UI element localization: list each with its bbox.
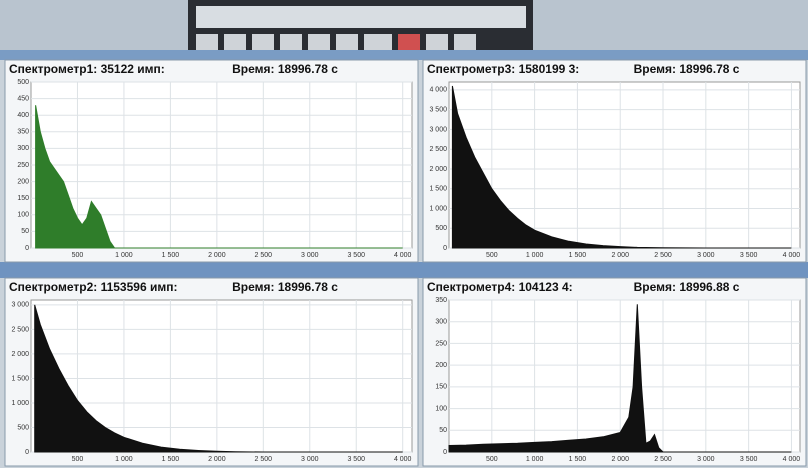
button[interactable] xyxy=(364,34,392,50)
y-tick-label: 500 xyxy=(17,424,29,431)
x-tick-label: 500 xyxy=(486,252,498,259)
x-tick-label: 3 000 xyxy=(301,456,319,463)
button[interactable] xyxy=(224,34,246,50)
x-tick-label: 1 000 xyxy=(526,252,544,259)
x-tick-label: 4 000 xyxy=(783,252,801,259)
y-tick-label: 0 xyxy=(443,449,447,456)
button[interactable] xyxy=(280,34,302,50)
x-tick-label: 1 500 xyxy=(569,252,587,259)
y-tick-label: 400 xyxy=(17,112,29,119)
x-tick-label: 4 000 xyxy=(394,456,412,463)
window-bar xyxy=(0,262,808,278)
y-tick-label: 450 xyxy=(17,95,29,102)
x-tick-label: 3 500 xyxy=(347,456,365,463)
spectrum-title: Спектрометр4: 104123 4: xyxy=(427,280,573,294)
spectrum-title: Спектрометр1: 35122 имп: xyxy=(9,62,165,76)
y-tick-label: 150 xyxy=(435,384,447,391)
y-tick-label: 1 500 xyxy=(11,375,29,382)
y-tick-label: 2 500 xyxy=(11,326,29,333)
button[interactable] xyxy=(454,34,476,50)
x-tick-label: 2 000 xyxy=(208,252,226,259)
y-tick-label: 0 xyxy=(443,245,447,252)
x-tick-label: 3 000 xyxy=(301,252,319,259)
y-tick-label: 200 xyxy=(435,362,447,369)
y-tick-label: 1 000 xyxy=(429,205,447,212)
y-tick-label: 100 xyxy=(17,212,29,219)
x-tick-label: 1 500 xyxy=(162,456,180,463)
y-tick-label: 350 xyxy=(435,297,447,304)
x-tick-label: 3 000 xyxy=(697,252,715,259)
x-tick-label: 1 000 xyxy=(115,456,133,463)
x-tick-label: 1 500 xyxy=(569,456,587,463)
spectrum-time: Время: 18996.78 с xyxy=(232,62,338,76)
player-track xyxy=(196,6,526,28)
y-tick-label: 150 xyxy=(17,195,29,202)
x-tick-label: 4 000 xyxy=(783,456,801,463)
x-tick-label: 2 500 xyxy=(255,456,273,463)
player-buttons xyxy=(196,34,476,50)
x-tick-label: 500 xyxy=(72,252,84,259)
y-tick-label: 2 000 xyxy=(429,166,447,173)
spectrum-time: Время: 18996.78 с xyxy=(232,280,338,294)
button[interactable] xyxy=(252,34,274,50)
y-tick-label: 0 xyxy=(25,245,29,252)
spectrum-time: Время: 18996.78 с xyxy=(634,62,740,76)
spectrum-area xyxy=(35,105,403,249)
x-tick-label: 500 xyxy=(72,456,84,463)
x-tick-label: 1 500 xyxy=(162,252,180,259)
x-tick-label: 2 500 xyxy=(654,456,672,463)
y-tick-label: 1 500 xyxy=(429,186,447,193)
x-tick-label: 3 500 xyxy=(740,456,758,463)
y-tick-label: 50 xyxy=(439,427,447,434)
y-tick-label: 1 000 xyxy=(11,400,29,407)
y-tick-label: 2 500 xyxy=(429,146,447,153)
y-tick-label: 2 000 xyxy=(11,351,29,358)
y-tick-label: 3 500 xyxy=(429,107,447,114)
spectrum-area xyxy=(451,85,792,249)
y-tick-label: 250 xyxy=(435,340,447,347)
y-tick-label: 3 000 xyxy=(11,302,29,309)
spectrum-time: Время: 18996.88 с xyxy=(634,280,740,294)
x-tick-label: 3 000 xyxy=(697,456,715,463)
y-tick-label: 4 000 xyxy=(429,87,447,94)
y-tick-label: 300 xyxy=(17,145,29,152)
y-tick-label: 50 xyxy=(21,228,29,235)
x-tick-label: 2 000 xyxy=(611,252,629,259)
button[interactable] xyxy=(426,34,448,50)
y-tick-label: 350 xyxy=(17,129,29,136)
x-tick-label: 4 000 xyxy=(394,252,412,259)
spectrum-area xyxy=(448,304,792,453)
x-tick-label: 2 500 xyxy=(654,252,672,259)
record-button[interactable] xyxy=(398,34,420,50)
y-tick-label: 100 xyxy=(435,405,447,412)
button[interactable] xyxy=(196,34,218,50)
x-tick-label: 3 500 xyxy=(740,252,758,259)
x-tick-label: 1 000 xyxy=(115,252,133,259)
button[interactable] xyxy=(336,34,358,50)
x-tick-label: 1 000 xyxy=(526,456,544,463)
y-tick-label: 500 xyxy=(17,79,29,86)
button[interactable] xyxy=(308,34,330,50)
y-tick-label: 0 xyxy=(25,449,29,456)
spectrum-title: Спектрометр2: 1153596 имп: xyxy=(9,280,177,294)
y-tick-label: 3 000 xyxy=(429,126,447,133)
y-tick-label: 250 xyxy=(17,162,29,169)
spectrum-area xyxy=(34,304,403,453)
y-tick-label: 300 xyxy=(435,319,447,326)
window-bar xyxy=(0,50,808,60)
x-tick-label: 2 000 xyxy=(208,456,226,463)
x-tick-label: 3 500 xyxy=(347,252,365,259)
spectrum-title: Спектрометр3: 1580199 3: xyxy=(427,62,579,76)
x-tick-label: 500 xyxy=(486,456,498,463)
x-tick-label: 2 000 xyxy=(611,456,629,463)
y-tick-label: 200 xyxy=(17,178,29,185)
x-tick-label: 2 500 xyxy=(255,252,273,259)
y-tick-label: 500 xyxy=(435,225,447,232)
